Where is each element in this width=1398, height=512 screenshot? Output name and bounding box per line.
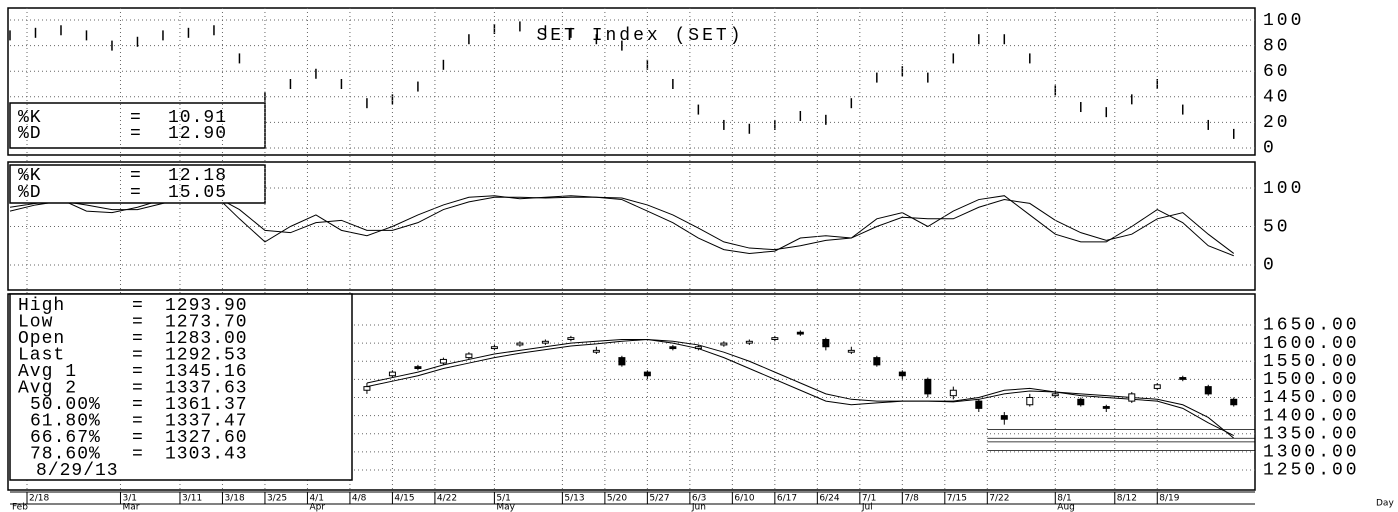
candle-body [440, 359, 446, 363]
x-tick-label: 6/10 [734, 494, 754, 504]
level-value: 1303.43 [165, 444, 248, 464]
x-tick-label: 6/24 [819, 494, 839, 504]
y-tick-label: 1650.00 [1263, 316, 1360, 336]
y-tick-label: 1600.00 [1263, 334, 1360, 354]
readout-name: %D [18, 183, 42, 203]
candle-body [593, 350, 599, 352]
x-tick-label: 5/27 [649, 494, 669, 504]
x-tick-label: 6/17 [777, 494, 797, 504]
candle-body [848, 350, 854, 352]
candle-body [1154, 385, 1160, 389]
x-tick-label: 7/8 [904, 494, 919, 504]
readout-separator: = [130, 183, 142, 203]
candle-body [1027, 397, 1033, 404]
x-tick-label: 4/15 [394, 494, 414, 504]
x-tick-label: 3/25 [267, 494, 287, 504]
candle-body [466, 354, 472, 358]
candle-body [925, 379, 931, 393]
x-tick-label: 3/11 [182, 494, 202, 504]
candle-body [721, 343, 727, 345]
candle-body [1078, 399, 1084, 404]
candle-body [899, 372, 905, 376]
y-tick-label: 1550.00 [1263, 352, 1360, 372]
candle-body [823, 339, 829, 346]
candle-body [415, 367, 421, 369]
candle-body [950, 390, 956, 395]
y-tick-label: 20 [1263, 113, 1291, 133]
x-tick-label: 4/22 [437, 494, 457, 504]
candle-body [1052, 394, 1058, 396]
candle-body [644, 372, 650, 376]
x-tick-label: 4/8 [352, 494, 367, 504]
y-tick-label: 100 [1263, 11, 1304, 31]
candle-body [670, 347, 676, 349]
candle-body [797, 332, 803, 334]
candle-body [1231, 399, 1237, 404]
x-tick-label: 2/18 [29, 494, 49, 504]
y-tick-label: 1250.00 [1263, 461, 1360, 481]
x-tick-label: 7/22 [989, 494, 1009, 504]
readout-value: 15.05 [168, 183, 227, 203]
y-tick-label: 0 [1263, 139, 1277, 159]
y-tick-label: 40 [1263, 88, 1291, 108]
candle-body [517, 343, 523, 345]
readout-date: 8/29/13 [36, 461, 119, 481]
x-tick-label: 5/20 [607, 494, 627, 504]
chart: 020406080100SET Index (SET)%K=10.91%D=12… [0, 0, 1398, 512]
readout-value: 12.90 [168, 124, 227, 144]
candle-body [1001, 416, 1007, 420]
x-tick-label: 8/19 [1159, 494, 1179, 504]
y-tick-label: 50 [1263, 217, 1291, 237]
candle-body [619, 358, 625, 365]
readout-separator: = [130, 124, 142, 144]
candle-body [976, 401, 982, 408]
x-tick-label: 8/12 [1117, 494, 1137, 504]
chart-title: SET Index (SET) [536, 26, 743, 46]
candle-body [695, 347, 701, 349]
y-tick-label: 1400.00 [1263, 406, 1360, 426]
y-tick-label: 1500.00 [1263, 370, 1360, 390]
y-tick-label: 1300.00 [1263, 443, 1360, 463]
candle-body [568, 338, 574, 340]
x-tick-label: 5/13 [564, 494, 584, 504]
candle-body [1103, 407, 1109, 409]
x-tick-label: 3/18 [224, 494, 244, 504]
x-tick-label: 7/15 [947, 494, 967, 504]
x-axis-label: Day [1376, 499, 1394, 509]
candle-body [1205, 387, 1211, 394]
candle-body [772, 338, 778, 340]
y-tick-label: 1350.00 [1263, 424, 1360, 444]
candle-body [746, 341, 752, 343]
candle-body [542, 341, 548, 343]
candle-body [389, 372, 395, 376]
y-tick-label: 1450.00 [1263, 388, 1360, 408]
y-tick-label: 60 [1263, 62, 1291, 82]
y-tick-label: 80 [1263, 36, 1291, 56]
y-tick-label: 0 [1263, 256, 1277, 276]
candle-body [1129, 394, 1135, 401]
y-tick-label: 100 [1263, 179, 1304, 199]
candle-body [1180, 378, 1186, 380]
candle-body [364, 387, 370, 391]
readout-name: %D [18, 124, 42, 144]
candle-body [874, 358, 880, 365]
candle-body [491, 347, 497, 349]
readout-separator: = [132, 444, 144, 464]
